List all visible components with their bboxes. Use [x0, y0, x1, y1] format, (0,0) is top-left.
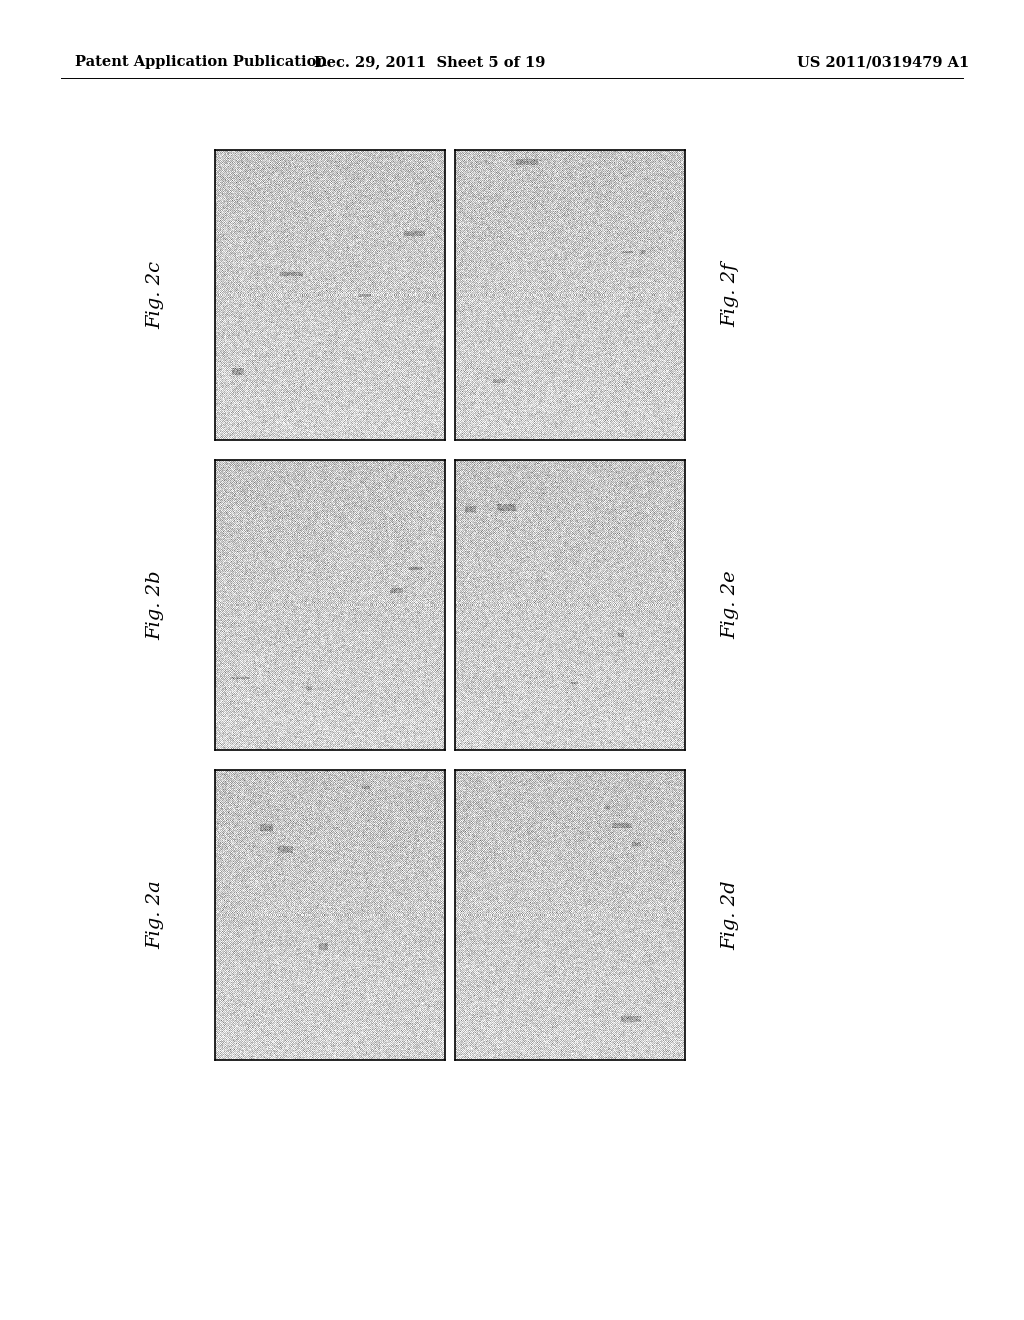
Text: US 2011/0319479 A1: US 2011/0319479 A1 [797, 55, 969, 69]
Text: Fig. 2f: Fig. 2f [721, 263, 739, 327]
Text: Fig. 2c: Fig. 2c [146, 261, 164, 329]
Text: Dec. 29, 2011  Sheet 5 of 19: Dec. 29, 2011 Sheet 5 of 19 [314, 55, 546, 69]
Text: Fig. 2e: Fig. 2e [721, 570, 739, 639]
Text: Fig. 2b: Fig. 2b [146, 570, 164, 640]
Text: Fig. 2a: Fig. 2a [146, 880, 164, 949]
Text: Fig. 2d: Fig. 2d [721, 880, 739, 950]
Text: Patent Application Publication: Patent Application Publication [75, 55, 327, 69]
